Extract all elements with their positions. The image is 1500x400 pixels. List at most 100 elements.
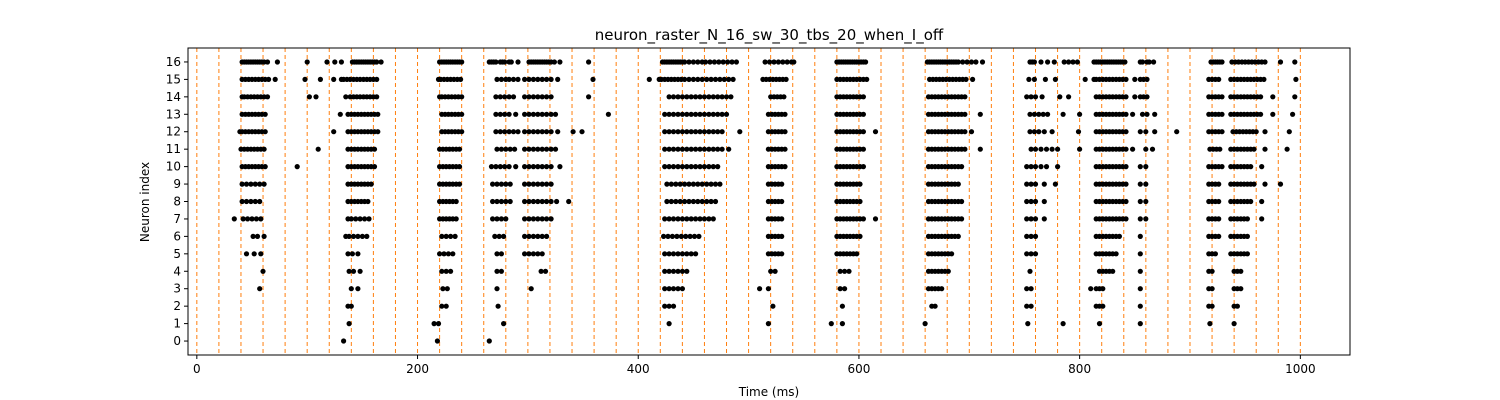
spike-point xyxy=(262,164,268,170)
spike-point xyxy=(552,111,559,117)
spike-point xyxy=(702,59,709,65)
spike-point xyxy=(1216,198,1222,205)
spike-point xyxy=(346,233,352,239)
spike-point xyxy=(688,251,694,257)
spike-point xyxy=(548,146,554,152)
spike-point xyxy=(675,216,681,222)
spike-point xyxy=(679,111,686,117)
spike-point xyxy=(441,251,447,257)
spike-point xyxy=(768,268,774,274)
spike-point xyxy=(1052,76,1058,82)
spike-point xyxy=(1262,129,1268,135)
spike-point xyxy=(503,181,509,187)
spike-point xyxy=(544,146,550,152)
spike-point xyxy=(443,268,449,274)
spike-point xyxy=(502,94,508,100)
spike-point xyxy=(528,286,534,292)
spike-point xyxy=(1123,164,1129,170)
spike-point xyxy=(1024,251,1030,257)
x-axis-ticks: 0 200 400 600 800 1000 xyxy=(193,355,1316,376)
spike-point xyxy=(605,111,612,117)
spike-point xyxy=(459,59,465,65)
spike-point xyxy=(696,233,702,239)
spike-point xyxy=(1024,181,1030,187)
spike-point xyxy=(526,181,532,187)
y-tick-label: 2 xyxy=(173,299,181,313)
spike-point xyxy=(1028,146,1034,152)
spike-point xyxy=(1123,111,1129,117)
spike-point xyxy=(684,164,690,170)
spike-point xyxy=(315,146,321,152)
spike-point xyxy=(661,233,667,239)
spike-point xyxy=(780,59,786,65)
spike-point xyxy=(842,286,848,292)
spike-point xyxy=(968,59,975,65)
spike-point xyxy=(678,233,684,239)
spike-point xyxy=(498,181,504,187)
spike-point xyxy=(1028,251,1034,257)
spike-point xyxy=(530,76,537,82)
spike-point xyxy=(1149,146,1156,152)
spike-point xyxy=(506,164,512,170)
spike-point xyxy=(1032,164,1039,170)
spike-point xyxy=(507,198,513,205)
spike-point xyxy=(839,321,846,327)
spike-point xyxy=(695,181,701,187)
y-tick-label: 8 xyxy=(173,195,181,209)
spike-point xyxy=(1258,94,1264,100)
spike-point xyxy=(544,94,550,100)
spike-point xyxy=(264,59,271,65)
y-tick-label: 11 xyxy=(166,142,181,156)
spike-point xyxy=(494,181,500,187)
spike-point xyxy=(434,338,440,344)
spike-point xyxy=(1045,111,1051,117)
spike-point xyxy=(548,181,554,187)
spike-point xyxy=(544,129,550,135)
spike-point xyxy=(1137,268,1143,274)
spike-point xyxy=(1123,216,1129,222)
spike-point xyxy=(775,59,782,65)
spike-point xyxy=(715,146,721,152)
spike-point xyxy=(535,146,541,152)
spike-point xyxy=(1060,111,1066,117)
spike-point xyxy=(701,129,708,135)
spike-point xyxy=(1137,321,1143,327)
spike-point xyxy=(261,146,267,152)
spike-point xyxy=(682,76,688,82)
spike-point xyxy=(728,94,734,100)
spike-point xyxy=(1032,181,1039,187)
spike-point xyxy=(1139,59,1146,65)
spike-point xyxy=(522,164,528,170)
spike-point xyxy=(683,233,689,239)
spike-point xyxy=(701,146,708,152)
spike-point xyxy=(679,94,686,100)
spike-point xyxy=(1055,164,1061,170)
spike-point xyxy=(1024,198,1030,205)
spike-point xyxy=(456,164,463,170)
spike-point xyxy=(682,181,688,187)
spike-point xyxy=(675,111,681,117)
spike-point xyxy=(701,94,708,100)
spike-point xyxy=(670,251,677,257)
spike-point xyxy=(949,251,955,257)
spike-point xyxy=(1238,286,1244,292)
spike-point xyxy=(1123,129,1129,135)
spike-point xyxy=(506,111,512,117)
spike-point xyxy=(960,59,966,65)
spike-point xyxy=(1061,59,1067,65)
spike-point xyxy=(860,164,867,170)
spike-point xyxy=(688,216,694,222)
spike-point xyxy=(348,216,354,222)
spike-point xyxy=(701,216,708,222)
spike-point xyxy=(490,216,496,222)
spike-point xyxy=(666,164,672,170)
spike-point xyxy=(435,321,442,327)
spike-point xyxy=(670,303,677,309)
spike-point xyxy=(1137,164,1143,170)
spike-point xyxy=(693,164,699,170)
spike-point xyxy=(733,59,740,65)
spike-point xyxy=(1096,321,1103,327)
spike-point xyxy=(506,129,512,135)
spike-point xyxy=(857,233,863,239)
spike-point xyxy=(496,233,502,239)
